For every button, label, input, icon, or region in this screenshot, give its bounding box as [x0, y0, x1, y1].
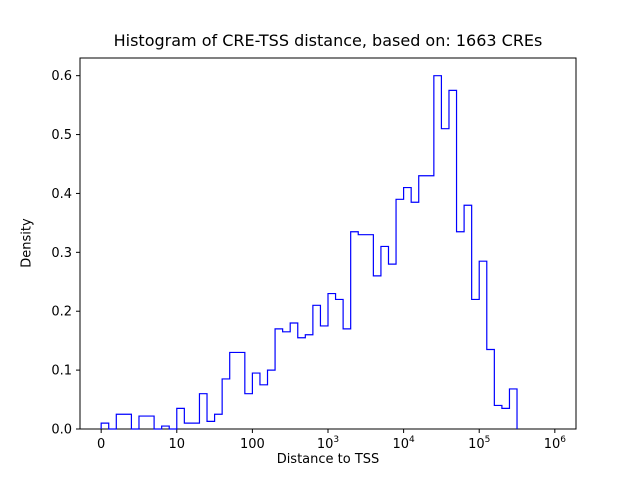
x-tick-label: 100: [240, 437, 265, 452]
y-tick-label: 0.3: [51, 246, 72, 261]
chart-title: Histogram of CRE-TSS distance, based on:…: [113, 31, 543, 50]
x-tick-label: 105: [468, 435, 490, 452]
x-tick-label: 106: [544, 435, 567, 452]
x-tick-label: 103: [317, 435, 339, 452]
y-tick-label: 0.0: [51, 423, 72, 438]
x-tick-label: 10: [169, 437, 186, 452]
y-tick-label: 0.4: [51, 187, 72, 202]
x-tick-label: 0: [97, 437, 105, 452]
y-tick-label: 0.1: [51, 364, 72, 379]
y-tick-label: 0.2: [51, 305, 72, 320]
x-axis-label: Distance to TSS: [276, 452, 380, 467]
axes-frame: [79, 57, 577, 430]
histogram-step-line: [100, 75, 518, 430]
x-tick-label: 104: [392, 435, 415, 452]
y-tick-label: 0.5: [51, 128, 72, 143]
y-tick-label: 0.6: [51, 69, 72, 84]
